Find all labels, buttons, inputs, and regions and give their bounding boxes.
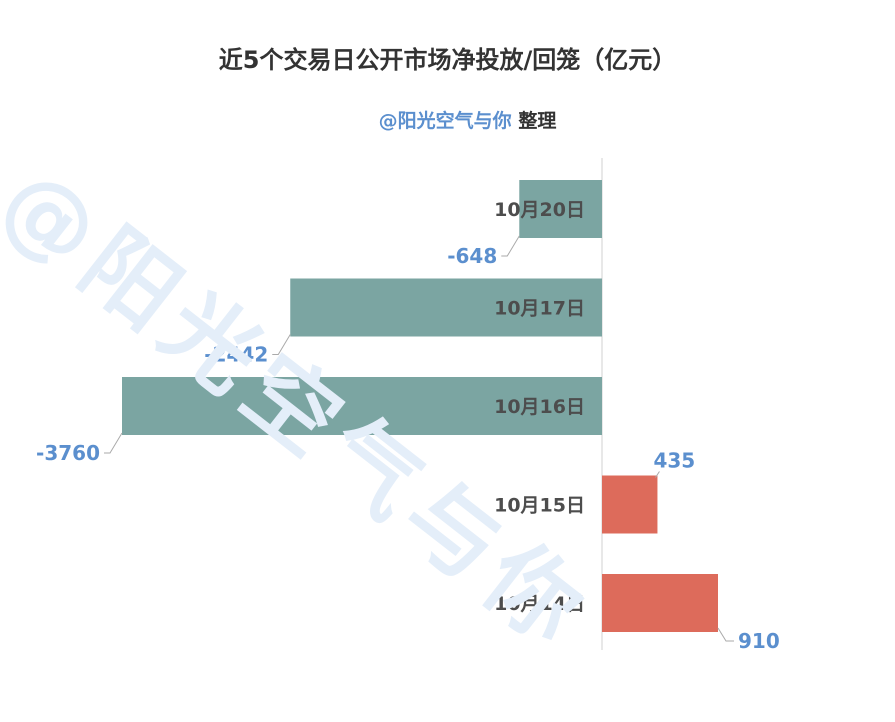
value-label-4: 910 — [738, 629, 780, 653]
chart-title: 近5个交易日公开市场净投放/回笼（亿元） — [218, 46, 677, 74]
credit-suffix: 整理 — [518, 110, 557, 132]
value-label-3: 435 — [653, 449, 695, 473]
leader-line-4 — [717, 627, 734, 642]
category-label-1: 10月17日 — [494, 298, 585, 320]
leader-line-0 — [501, 235, 520, 257]
bar-3 — [602, 475, 658, 534]
category-label-4: 10月14日 — [494, 593, 585, 615]
bar-0 — [519, 180, 602, 238]
value-label-1: -2442 — [204, 343, 268, 367]
leader-line-1 — [272, 334, 291, 355]
category-label-0: 10月20日 — [494, 199, 585, 221]
bar-2 — [122, 377, 602, 435]
category-label-3: 10月15日 — [494, 495, 585, 517]
credit-line: @阳光空气与你 整理 — [0, 106, 895, 133]
credit-handle: @阳光空气与你 — [378, 110, 512, 132]
leader-line-2 — [104, 432, 123, 454]
value-label-0: -648 — [447, 244, 497, 268]
category-label-2: 10月16日 — [494, 396, 585, 418]
bar-1 — [290, 278, 602, 337]
bar-4 — [602, 574, 718, 632]
value-label-2: -3760 — [36, 441, 100, 465]
leader-line-3 — [655, 471, 660, 478]
